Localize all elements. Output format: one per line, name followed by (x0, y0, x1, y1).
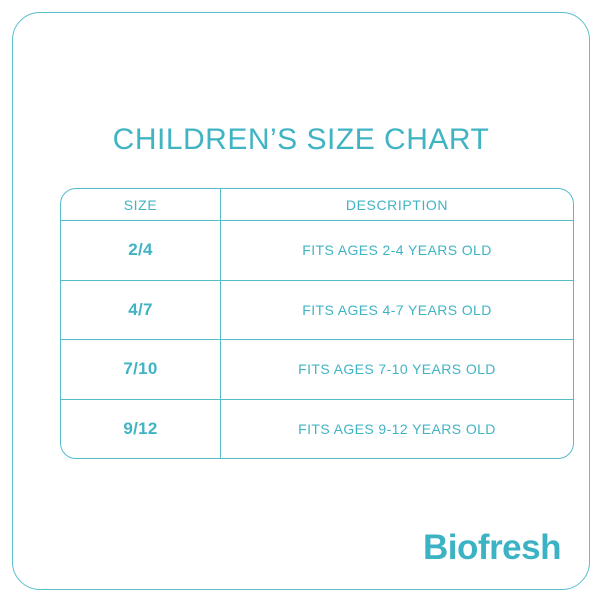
page-title: CHILDREN’S SIZE CHART (112, 123, 490, 156)
table-row: 2/4 FITS AGES 2-4 YEARS OLD (61, 220, 573, 280)
size-cell: 9/12 (61, 399, 221, 458)
table-row: 9/12 FITS AGES 9-12 YEARS OLD (61, 398, 573, 458)
table-row: 4/7 FITS AGES 4-7 YEARS OLD (61, 279, 573, 339)
size-cell: 7/10 (61, 340, 221, 399)
biofresh-logo: Biofresh (423, 528, 561, 567)
column-header-description: DESCRIPTION (345, 196, 449, 213)
description-cell: FITS AGES 2-4 YEARS OLD (302, 242, 492, 259)
size-cell: 4/7 (61, 280, 221, 339)
card-border: CHILDREN’S SIZE CHART SIZE DESCRIPTION 2… (12, 12, 590, 590)
size-chart-table: SIZE DESCRIPTION 2/4 FITS AGES 2-4 YEARS… (60, 188, 574, 459)
description-cell: FITS AGES 7-10 YEARS OLD (298, 361, 496, 378)
size-cell: 2/4 (61, 221, 221, 280)
table-header-row: SIZE DESCRIPTION (61, 189, 573, 220)
column-header-size: SIZE (61, 189, 221, 220)
description-cell: FITS AGES 9-12 YEARS OLD (298, 420, 496, 437)
table-row: 7/10 FITS AGES 7-10 YEARS OLD (61, 339, 573, 399)
description-cell: FITS AGES 4-7 YEARS OLD (302, 301, 492, 318)
